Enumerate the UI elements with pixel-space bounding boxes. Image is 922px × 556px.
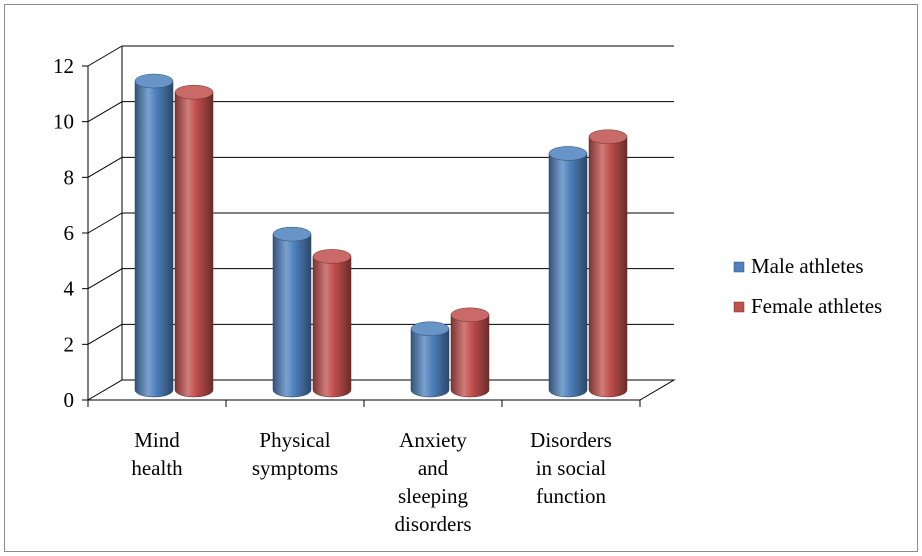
x-category-label-line: Disorders	[530, 428, 612, 452]
bar-body	[410, 328, 450, 398]
x-category-label-line: symptoms	[252, 456, 338, 480]
x-category-label-line: in social	[536, 456, 607, 480]
bar-top	[548, 146, 588, 161]
x-category-label: Mind health	[131, 428, 183, 480]
labels: 0 2 4 6 8 10 12 Mind health Physical symptoms Anxie…	[53, 54, 612, 536]
bar-top	[134, 73, 174, 89]
bar-male-0	[134, 73, 174, 398]
axes	[82, 46, 641, 407]
bar-body	[174, 91, 214, 398]
legend-swatch	[733, 301, 745, 313]
bar-male-1	[272, 226, 312, 398]
bars	[134, 73, 628, 398]
y-tick-label: 10	[53, 110, 74, 134]
bar-top	[410, 321, 450, 337]
y-tick-label: 4	[64, 277, 75, 301]
gridline-diagonal	[87, 101, 123, 123]
bar-top	[450, 307, 490, 323]
legend-label: Male athletes	[751, 254, 864, 278]
bar-male-3	[548, 146, 588, 398]
legend-label: Female athletes	[751, 294, 882, 318]
y-tick-label: 6	[64, 221, 75, 245]
bar-body	[450, 314, 490, 398]
x-category-label-line: and	[418, 456, 449, 480]
bar-top	[588, 129, 628, 144]
bar-female-0	[174, 84, 214, 398]
x-category-label: Anxiety and sleeping disorders	[395, 428, 472, 536]
x-category-label-line: Mind	[134, 428, 180, 452]
bar-male-2	[410, 321, 450, 398]
bar-top	[174, 84, 214, 100]
bar-body	[272, 233, 312, 398]
x-category-label: Disorders in social function	[530, 428, 612, 508]
x-category-label-line: disorders	[395, 512, 472, 536]
x-category-label-line: Physical	[259, 428, 330, 452]
chart-floor	[86, 379, 676, 401]
bar-body	[312, 256, 352, 398]
bar-body	[588, 136, 628, 398]
bar-body	[134, 80, 174, 398]
y-tick-label: 8	[64, 165, 75, 189]
x-category-label: Physical symptoms	[252, 428, 338, 480]
bar-female-3	[588, 129, 628, 398]
bar-top	[312, 249, 352, 264]
gridline-diagonal	[87, 268, 123, 290]
gridline-diagonal	[87, 323, 123, 345]
legend-swatch	[733, 261, 745, 273]
legend: Male athletes Female athletes	[733, 254, 882, 318]
gridline-diagonal	[87, 45, 123, 67]
y-tick-label: 2	[64, 332, 75, 356]
gridline-diagonal	[87, 212, 123, 234]
bar-female-1	[312, 249, 352, 398]
y-tick-label: 12	[53, 54, 74, 78]
x-category-label-line: Anxiety	[399, 428, 467, 452]
x-category-label-line: function	[536, 484, 606, 508]
x-category-label-line: health	[131, 456, 183, 480]
bar-body	[548, 153, 588, 398]
gridline-diagonal	[87, 156, 123, 178]
bar-top	[272, 226, 312, 242]
y-tick-label: 0	[64, 388, 75, 412]
bar-female-2	[450, 307, 490, 398]
x-category-label-line: sleeping	[398, 484, 468, 508]
